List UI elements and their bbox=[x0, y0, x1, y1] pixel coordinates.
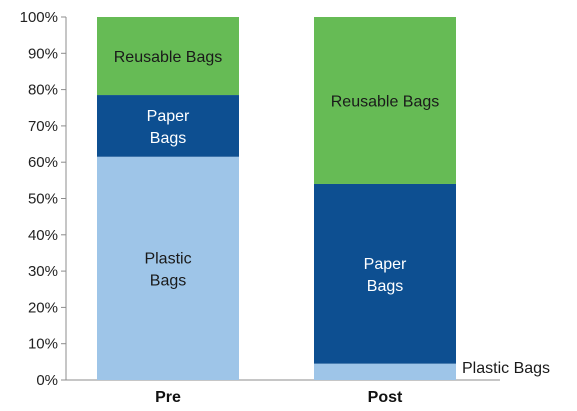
bar-segment-label: Paper bbox=[147, 108, 190, 125]
y-tick-label: 50% bbox=[28, 191, 58, 208]
bar-segment-label: Reusable Bags bbox=[331, 93, 440, 110]
bar-segment-post-plastic-bags bbox=[314, 363, 456, 380]
y-tick-label: 90% bbox=[28, 45, 58, 62]
y-tick-label: 40% bbox=[28, 227, 58, 244]
bar-segment-label: Reusable Bags bbox=[114, 49, 223, 66]
bar-segment-label: Paper bbox=[364, 256, 407, 273]
x-category-label: Pre bbox=[155, 389, 181, 406]
bar-segment-label: Bags bbox=[150, 272, 186, 289]
y-tick-label: 100% bbox=[20, 9, 58, 26]
bar-segment-label: Bags bbox=[367, 278, 403, 295]
bar-segment-pre-plastic-bags bbox=[97, 156, 239, 380]
bar-segment-label: Plastic Bags bbox=[462, 360, 550, 377]
bar-segment-pre-reusable-bags bbox=[97, 17, 239, 96]
bar-segment-post-reusable-bags bbox=[314, 17, 456, 184]
y-tick-label: 20% bbox=[28, 299, 58, 316]
bar-segment-label: Plastic bbox=[144, 250, 191, 267]
y-tick-label: 10% bbox=[28, 336, 58, 353]
bar-segment-label: Bags bbox=[150, 130, 186, 147]
x-category-label: Post bbox=[368, 389, 403, 406]
y-tick-label: 0% bbox=[36, 372, 58, 389]
y-tick-label: 60% bbox=[28, 154, 58, 171]
bar-segment-pre-paper-bags bbox=[97, 95, 239, 157]
y-tick-label: 80% bbox=[28, 82, 58, 99]
y-tick-label: 70% bbox=[28, 118, 58, 135]
bar-segment-post-paper-bags bbox=[314, 183, 456, 364]
y-tick-label: 30% bbox=[28, 263, 58, 280]
